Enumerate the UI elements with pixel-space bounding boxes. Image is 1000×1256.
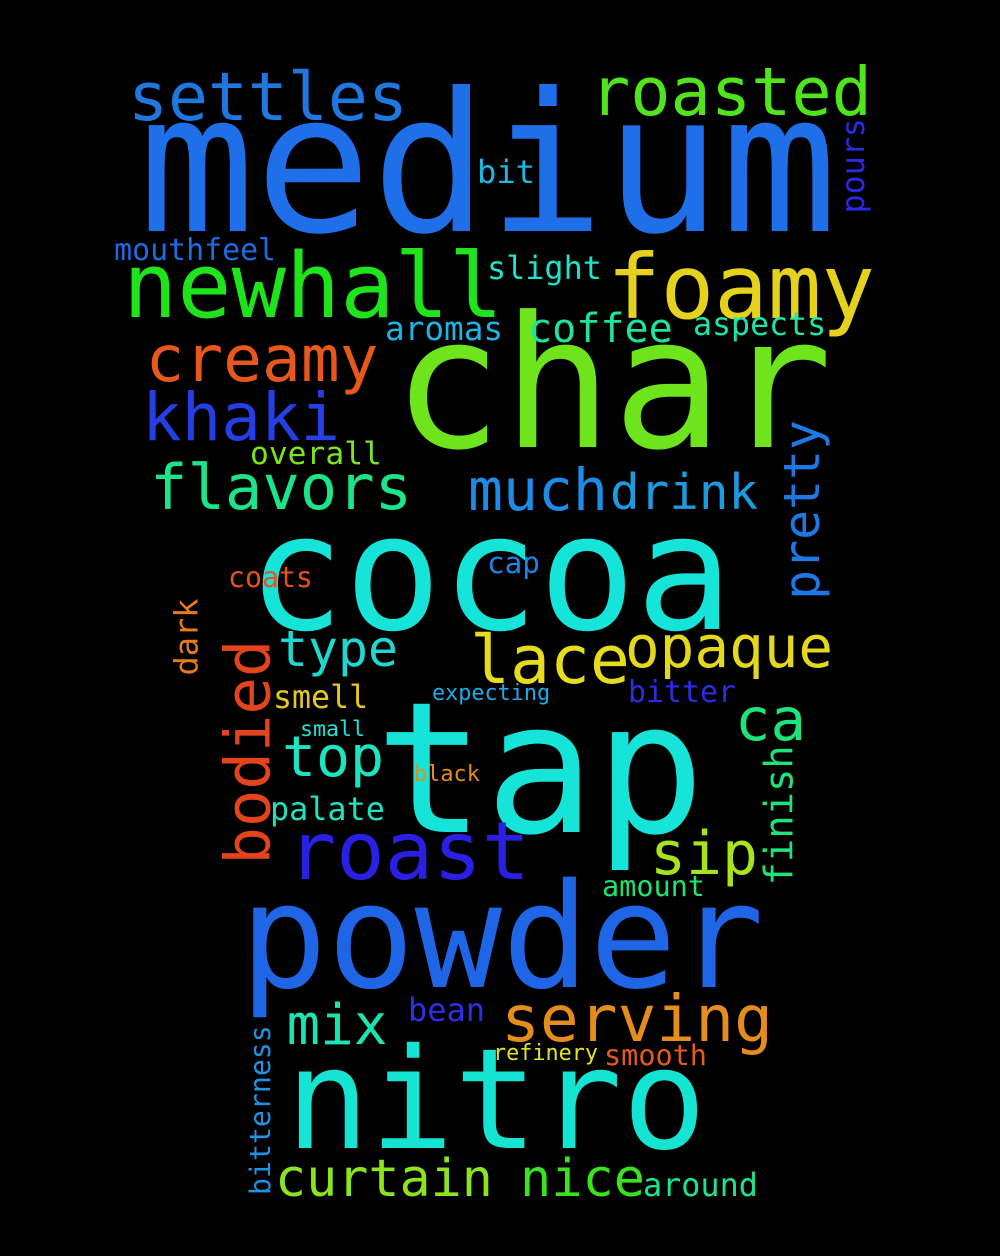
word-41: expecting	[432, 681, 551, 707]
word-20: roast	[287, 805, 531, 900]
word-35: pours	[835, 117, 872, 214]
word-11: khaki	[142, 378, 341, 456]
word-30: aspects	[693, 306, 827, 343]
word-10: creamy	[145, 321, 379, 397]
word-31: aromas	[385, 310, 504, 349]
word-14: drink	[610, 463, 759, 522]
word-46: amount	[602, 869, 705, 903]
word-2: cocoa	[247, 480, 733, 669]
word-28: finish	[757, 744, 803, 886]
word-4: powder	[239, 852, 765, 1022]
word-13: much	[468, 455, 608, 524]
word-15: pretty	[773, 420, 832, 600]
word-6: newhall	[123, 234, 504, 340]
word-36: overall	[250, 435, 382, 472]
word-27: nice	[520, 1149, 645, 1209]
word-49: smooth	[604, 1038, 707, 1072]
word-40: smell	[273, 679, 369, 716]
word-5: nitro	[285, 1018, 707, 1182]
word-42: bitter	[628, 674, 736, 710]
word-1: char	[392, 277, 833, 491]
word-22: ca	[734, 684, 807, 754]
word-37: coats	[228, 560, 313, 594]
word-44: black	[414, 762, 480, 787]
word-7: foamy	[607, 235, 875, 339]
word-47: bean	[408, 990, 486, 1029]
word-39: dark	[167, 597, 206, 676]
word-19: bodied	[210, 640, 284, 866]
word-34: mouthfeel	[114, 233, 277, 269]
word-12: flavors	[150, 450, 413, 524]
word-43: small	[300, 717, 366, 743]
word-0: medium	[138, 51, 838, 278]
word-51: around	[643, 1167, 758, 1205]
word-8: settles	[128, 58, 408, 137]
word-24: serving	[501, 981, 773, 1057]
word-23: top	[282, 724, 385, 790]
word-29: coffee	[528, 305, 673, 352]
word-50: bitterness	[243, 1025, 277, 1195]
word-26: curtain	[275, 1149, 493, 1210]
word-3: tap	[375, 662, 705, 876]
word-32: slight	[487, 250, 602, 288]
word-18: type	[278, 619, 398, 678]
word-33: bit	[477, 153, 535, 192]
word-25: mix	[286, 993, 388, 1058]
word-38: cap	[487, 546, 540, 581]
word-45: palate	[270, 790, 385, 828]
word-21: sip	[650, 819, 759, 890]
word-48: refinery	[493, 1041, 598, 1067]
word-16: lace	[470, 620, 630, 699]
word-9: roasted	[590, 53, 872, 131]
word-17: opaque	[625, 613, 834, 681]
